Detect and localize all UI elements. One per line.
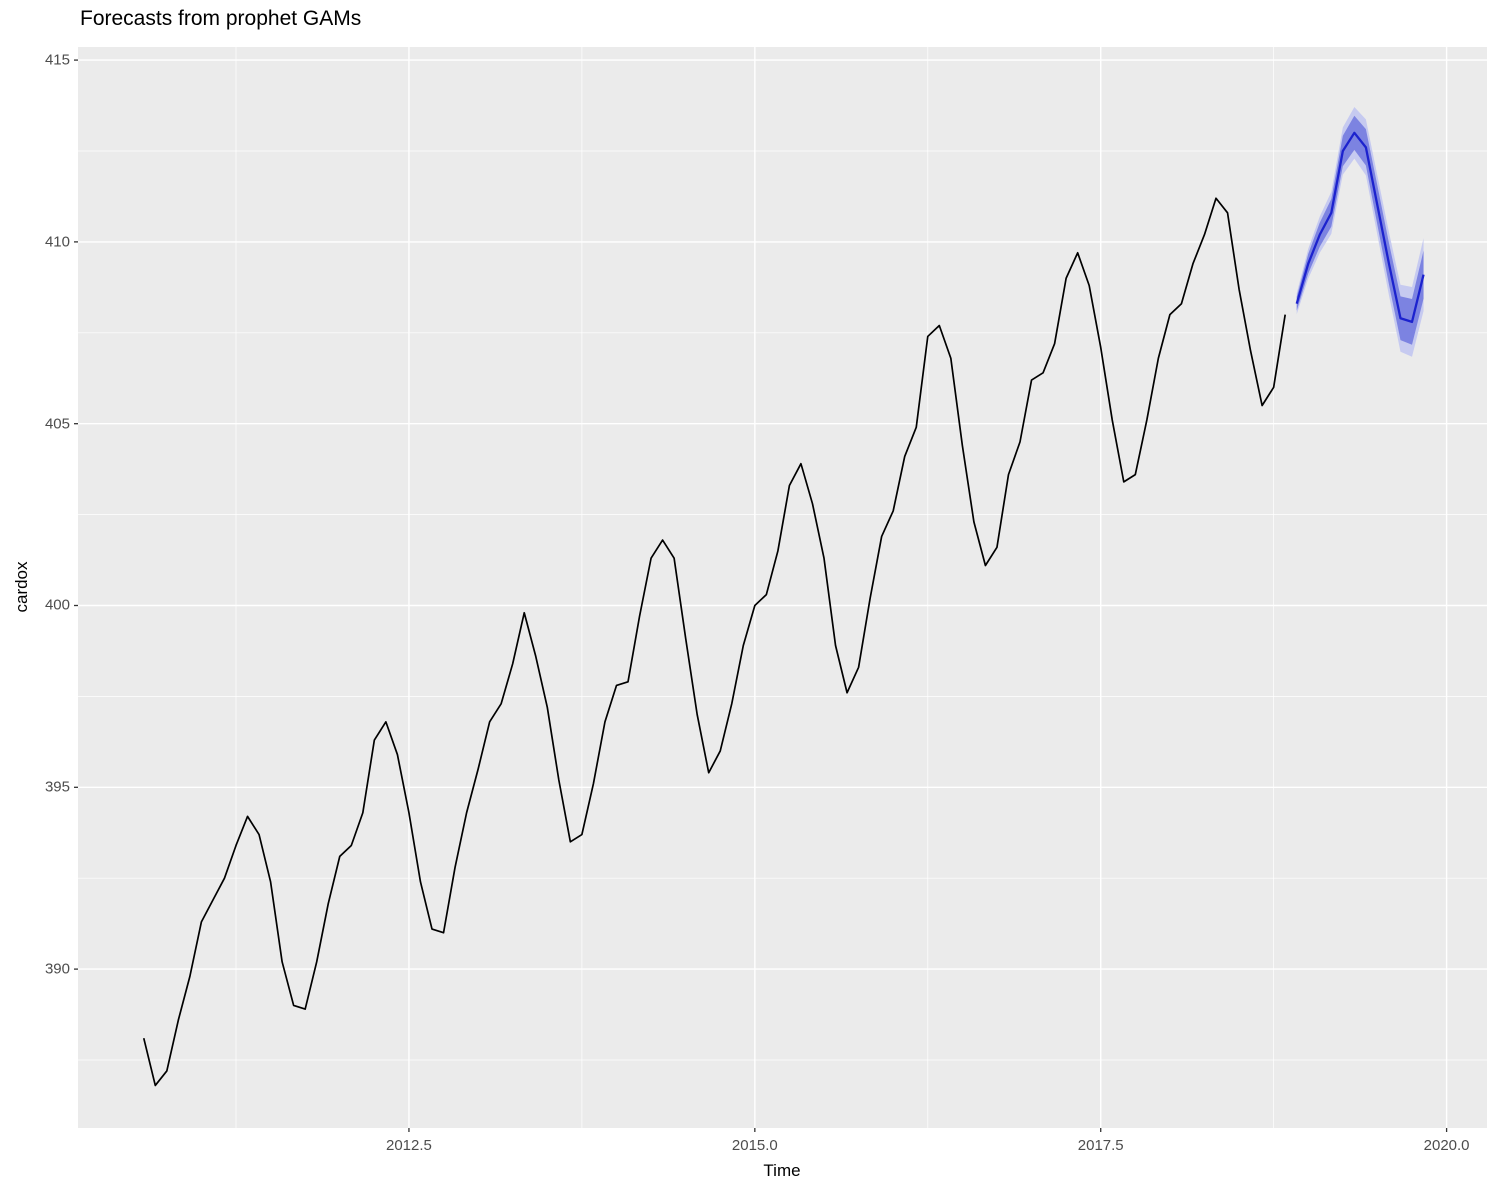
- x-tick-label: 2015.0: [731, 1137, 778, 1154]
- chart-panel: [78, 47, 1487, 1128]
- y-tick-label: 405: [44, 415, 70, 433]
- plot-title: Forecasts from prophet GAMs: [80, 7, 362, 30]
- forecast-ribbon-80: [1296, 115, 1424, 345]
- y-tick-label: 415: [44, 51, 70, 69]
- x-axis-title: Time: [763, 1161, 801, 1180]
- x-tick-label: 2020.0: [1423, 1137, 1470, 1154]
- history-line: [142, 197, 1287, 1087]
- y-tick-label: 390: [44, 960, 70, 978]
- y-tick-label: 400: [44, 596, 70, 614]
- x-tick-label: 2012.5: [385, 1137, 432, 1154]
- forecast-line: [1295, 131, 1425, 324]
- y-tick-label: 395: [44, 778, 70, 796]
- y-axis-title: cardox: [12, 561, 31, 613]
- y-tick-label: 410: [44, 233, 70, 251]
- x-tick-label: 2017.5: [1077, 1137, 1124, 1154]
